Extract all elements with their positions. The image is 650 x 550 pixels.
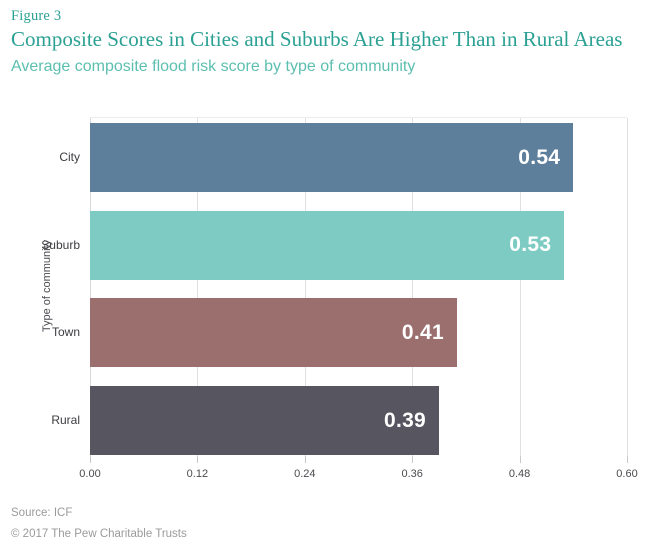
x-tick-0.00 [90,456,91,463]
source-text: Source: ICF [11,507,73,519]
x-tick-label-0.36: 0.36 [401,468,423,480]
category-label-town: Town [51,325,80,340]
x-tick-0.48 [519,456,521,463]
gridline-x-0.48 [519,118,521,456]
x-tick-label-0.24: 0.24 [294,468,316,480]
plot-area: 0.00 0.12 0.24 0.36 0.48 0.60 0.54 City 0.53 Subu… [41,117,638,480]
category-label-suburb: Suburb [41,237,80,252]
x-tick-label-0.00: 0.00 [79,468,101,480]
chart-subtitle: Average composite flood risk score by ty… [11,57,416,75]
x-tick-label-0.48: 0.48 [508,468,531,480]
bar-value-label-rural: 0.39 [383,408,427,432]
chart-title: Composite Scores in Cities and Suburbs A… [11,27,623,51]
figure-label: Figure 3 [11,8,62,24]
bar-suburb: 0.53 [90,210,565,280]
bar-value-label-suburb: 0.53 [509,233,552,257]
gridline-x-0.12 [197,118,199,456]
gridline-x-0.60 [627,118,628,456]
bar-city: 0.54 [90,123,574,192]
bar-value-label-city: 0.54 [518,145,561,169]
bar-town: 0.41 [90,298,457,368]
category-label-rural: Rural [51,413,80,428]
copyright-text: © 2017 The Pew Charitable Trusts [11,528,187,540]
bar-value-label-town: 0.41 [401,320,444,344]
category-label-city: City [59,150,80,164]
bar-rural: 0.39 [90,386,440,456]
x-tick-0.60 [627,456,628,463]
x-tick-label-0.12: 0.12 [186,468,209,480]
gridline-x-0.36 [412,118,414,456]
gridline-x-0.24 [304,118,306,456]
bar-chart: Type of community 0.00 0.12 0.24 0.36 0.48 0.… [0,110,650,480]
x-tick-0.24 [304,456,306,463]
figure-header: Figure 3 Composite Scores in Cities and … [11,8,639,76]
gridline-x-0.00 [90,118,91,456]
x-tick-0.36 [412,456,414,463]
x-tick-label-0.60: 0.60 [616,468,638,480]
x-tick-0.12 [197,456,199,463]
